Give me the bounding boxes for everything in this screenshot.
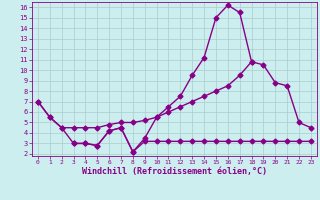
X-axis label: Windchill (Refroidissement éolien,°C): Windchill (Refroidissement éolien,°C) [82,167,267,176]
